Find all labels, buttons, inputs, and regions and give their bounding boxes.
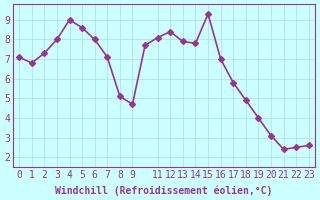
X-axis label: Windchill (Refroidissement éolien,°C): Windchill (Refroidissement éolien,°C): [55, 185, 273, 196]
